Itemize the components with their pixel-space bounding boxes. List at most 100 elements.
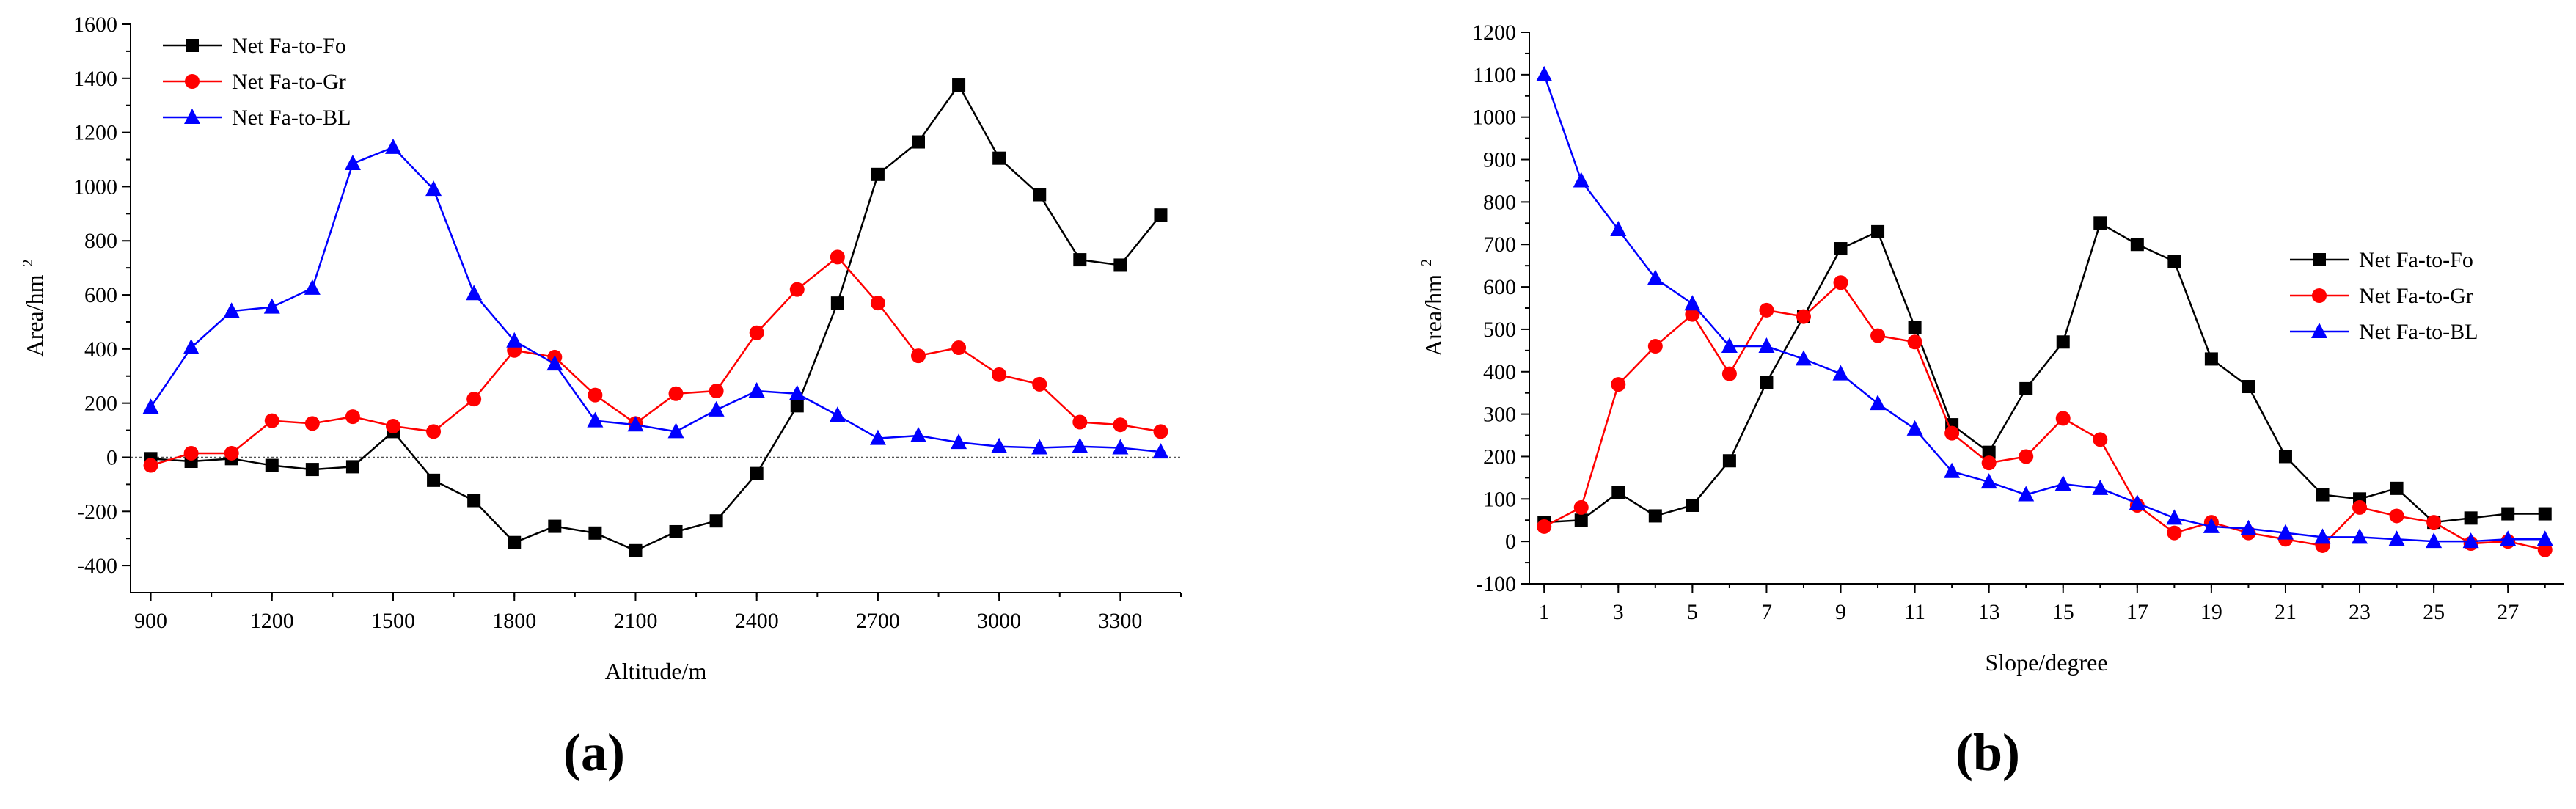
data-point [2278,450,2292,464]
data-point [2093,432,2108,447]
data-point [789,282,805,297]
x-axis-title: Altitude/m [605,658,707,684]
y-tick-label: 600 [1483,275,1516,299]
legend-marker [2313,253,2326,266]
y-axis-title-superscript: 2 [1419,259,1435,266]
y-tick-label: 200 [1483,444,1516,469]
data-point [2389,508,2404,524]
data-point [1033,188,1047,202]
legend-marker [185,74,200,89]
data-point [2019,449,2034,464]
legend-marker [184,109,200,124]
data-point [1648,509,1662,523]
data-point [2167,255,2181,268]
data-point [467,494,481,508]
data-point [466,285,483,301]
data-point [2352,499,2368,515]
legend-marker [186,39,199,52]
x-tick-label: 1 [1539,600,1550,624]
data-point [750,466,764,480]
data-point [345,460,359,474]
data-point [425,180,442,197]
data-point [588,387,603,403]
data-point [790,399,804,413]
data-point [668,386,684,401]
data-point [1908,321,1922,334]
data-point [2277,524,2294,540]
x-tick-label: 5 [1687,600,1698,624]
data-point [748,382,765,398]
data-point [1112,439,1129,455]
data-point [1982,445,1996,459]
data-point [830,296,844,310]
data-point [629,543,643,557]
y-axis-title: Area/hm [1420,274,1446,356]
x-tick-label: 3300 [1098,609,1142,633]
data-point [1834,242,1848,256]
data-point [1154,208,1168,222]
y-tick-label: 800 [84,229,117,253]
legend-marker [2312,288,2327,303]
x-tick-label: 3 [1613,600,1624,624]
chart-b: -100 0 100 200 300 400 500 600 700 800 900 1000 1100… [1419,21,2564,782]
data-point [2501,507,2515,521]
legend-label: Net Fa-to-Fo [232,34,346,58]
y-tick-label: -400 [77,554,117,578]
data-point [667,422,684,439]
data-point [2129,494,2145,510]
y-tick-label: 100 [1483,487,1516,511]
legend-label: Net Fa-to-BL [2359,320,2478,344]
data-point [2390,481,2404,495]
data-point [709,384,724,399]
data-point [1684,295,1701,311]
data-point [2056,335,2070,349]
series-net-fa-to-bl [1536,65,2553,549]
data-point [264,413,279,428]
data-point [1760,376,1774,389]
series-net-fa-to-fo [144,78,1168,557]
x-tick-label: 19 [2200,600,2222,624]
data-point [2352,528,2368,544]
data-point [952,78,966,92]
data-point [1944,425,1960,441]
data-point [2500,530,2517,546]
data-point [1611,377,1626,392]
data-point [2426,532,2443,549]
data-point [2464,511,2478,525]
data-point [1072,414,1088,430]
data-point [2055,411,2071,426]
data-point [426,424,442,439]
legend-marker [2311,323,2327,338]
x-tick-label: 27 [2497,600,2519,624]
data-point [2462,532,2479,549]
data-point [587,411,604,428]
x-tick-label: 900 [134,609,167,633]
y-tick-label: 0 [106,445,117,469]
x-tick-label: 21 [2275,600,2297,624]
data-point [1832,365,1849,381]
y-axis-title-superscript: 2 [20,260,36,267]
data-point [344,155,361,171]
y-tick-label: 1000 [73,175,117,199]
data-point [265,458,279,472]
data-point [506,332,523,348]
data-point [2203,517,2220,533]
data-point [1758,337,1775,354]
y-axis-title-group: Area/hm 2 [1419,259,1446,356]
data-point [1032,376,1047,392]
data-point [2536,530,2553,546]
data-point [1152,443,1169,459]
data-point [951,433,967,450]
data-point [1722,454,1736,468]
y-tick-label: 300 [1483,403,1516,427]
y-axis-title-group: Area/hm 2 [20,260,48,357]
series-net-fa-to-bl [142,138,1169,459]
series-line [150,255,1161,466]
data-point [1981,455,1997,471]
y-tick-label: 1400 [73,67,117,91]
x-tick-label: 1500 [371,609,415,633]
data-point [2538,507,2552,521]
data-point [669,524,683,538]
y-tick-label: -100 [1476,572,1516,596]
